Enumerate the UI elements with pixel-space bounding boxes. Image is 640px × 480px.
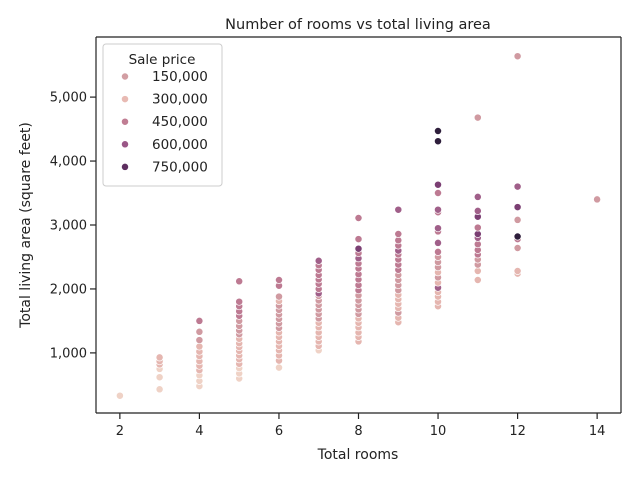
x-tick-label: 8 <box>354 424 362 439</box>
data-point <box>235 277 244 286</box>
data-point <box>354 235 363 244</box>
y-tick-label: 1,000 <box>50 346 87 361</box>
data-point <box>513 267 522 275</box>
legend: Sale price 150,000 300,000 450,000 600,000 7… <box>102 43 223 187</box>
x-tick-label: 4 <box>195 424 203 439</box>
legend-marker <box>121 72 129 81</box>
data-point <box>155 373 164 382</box>
x-tick-label: 6 <box>275 424 283 439</box>
data-point <box>434 180 442 189</box>
legend-label: 450,000 <box>152 114 208 130</box>
legend-entries: 150,000 300,000 450,000 600,000 750,000 <box>121 69 208 175</box>
data-point <box>155 385 164 394</box>
legend-label: 300,000 <box>152 92 208 108</box>
data-point <box>434 127 442 135</box>
y-tick-label: 4,000 <box>50 155 87 170</box>
data-point <box>513 203 522 212</box>
x-tick-label: 14 <box>589 424 606 439</box>
data-point <box>275 292 283 301</box>
data-point <box>473 192 482 201</box>
data-point <box>473 113 482 122</box>
y-tick-label: 3,000 <box>50 219 87 234</box>
points-layer <box>115 52 602 400</box>
y-axis-title: Total living area (square feet) <box>18 122 34 329</box>
chart-title: Number of rooms vs total living area <box>225 17 491 33</box>
data-point <box>434 247 442 256</box>
data-point <box>513 232 522 241</box>
x-axis-title: Total rooms <box>317 447 399 463</box>
data-point <box>434 205 442 214</box>
legend-label: 750,000 <box>152 159 208 175</box>
x-ticks: 2 4 6 8 10 12 14 <box>116 413 606 439</box>
data-point <box>354 214 363 222</box>
data-point <box>473 276 482 284</box>
legend-label: 600,000 <box>152 137 208 153</box>
data-point <box>195 327 204 336</box>
data-point <box>473 223 482 232</box>
data-point <box>275 363 283 372</box>
data-point <box>115 391 124 400</box>
x-tick-label: 2 <box>116 424 124 439</box>
data-point <box>314 256 323 265</box>
legend-label: 150,000 <box>152 69 208 85</box>
data-point <box>513 182 522 191</box>
data-point <box>593 195 602 204</box>
data-point <box>513 244 522 252</box>
legend-marker <box>121 162 129 171</box>
x-tick-label: 12 <box>509 424 526 439</box>
data-point <box>394 230 403 238</box>
y-tick-label: 5,000 <box>50 91 87 106</box>
x-tick-label: 10 <box>430 424 447 439</box>
data-point <box>434 224 442 233</box>
data-point <box>434 189 442 197</box>
data-point <box>513 215 522 224</box>
data-point <box>195 336 204 345</box>
data-point <box>473 206 482 215</box>
legend-box <box>102 43 223 187</box>
data-point <box>434 238 442 247</box>
data-point <box>434 137 442 146</box>
y-ticks: 1,000 2,000 3,000 4,000 5,000 <box>50 91 96 361</box>
data-point <box>155 353 164 362</box>
data-point <box>513 52 522 61</box>
legend-marker <box>121 140 129 149</box>
legend-marker <box>121 117 129 126</box>
data-point <box>195 316 204 325</box>
data-point <box>275 276 283 284</box>
data-point <box>235 297 244 306</box>
legend-marker <box>121 95 129 104</box>
data-point <box>354 244 363 253</box>
y-tick-label: 2,000 <box>50 282 87 297</box>
legend-title: Sale price <box>129 52 196 68</box>
data-point <box>394 205 403 214</box>
